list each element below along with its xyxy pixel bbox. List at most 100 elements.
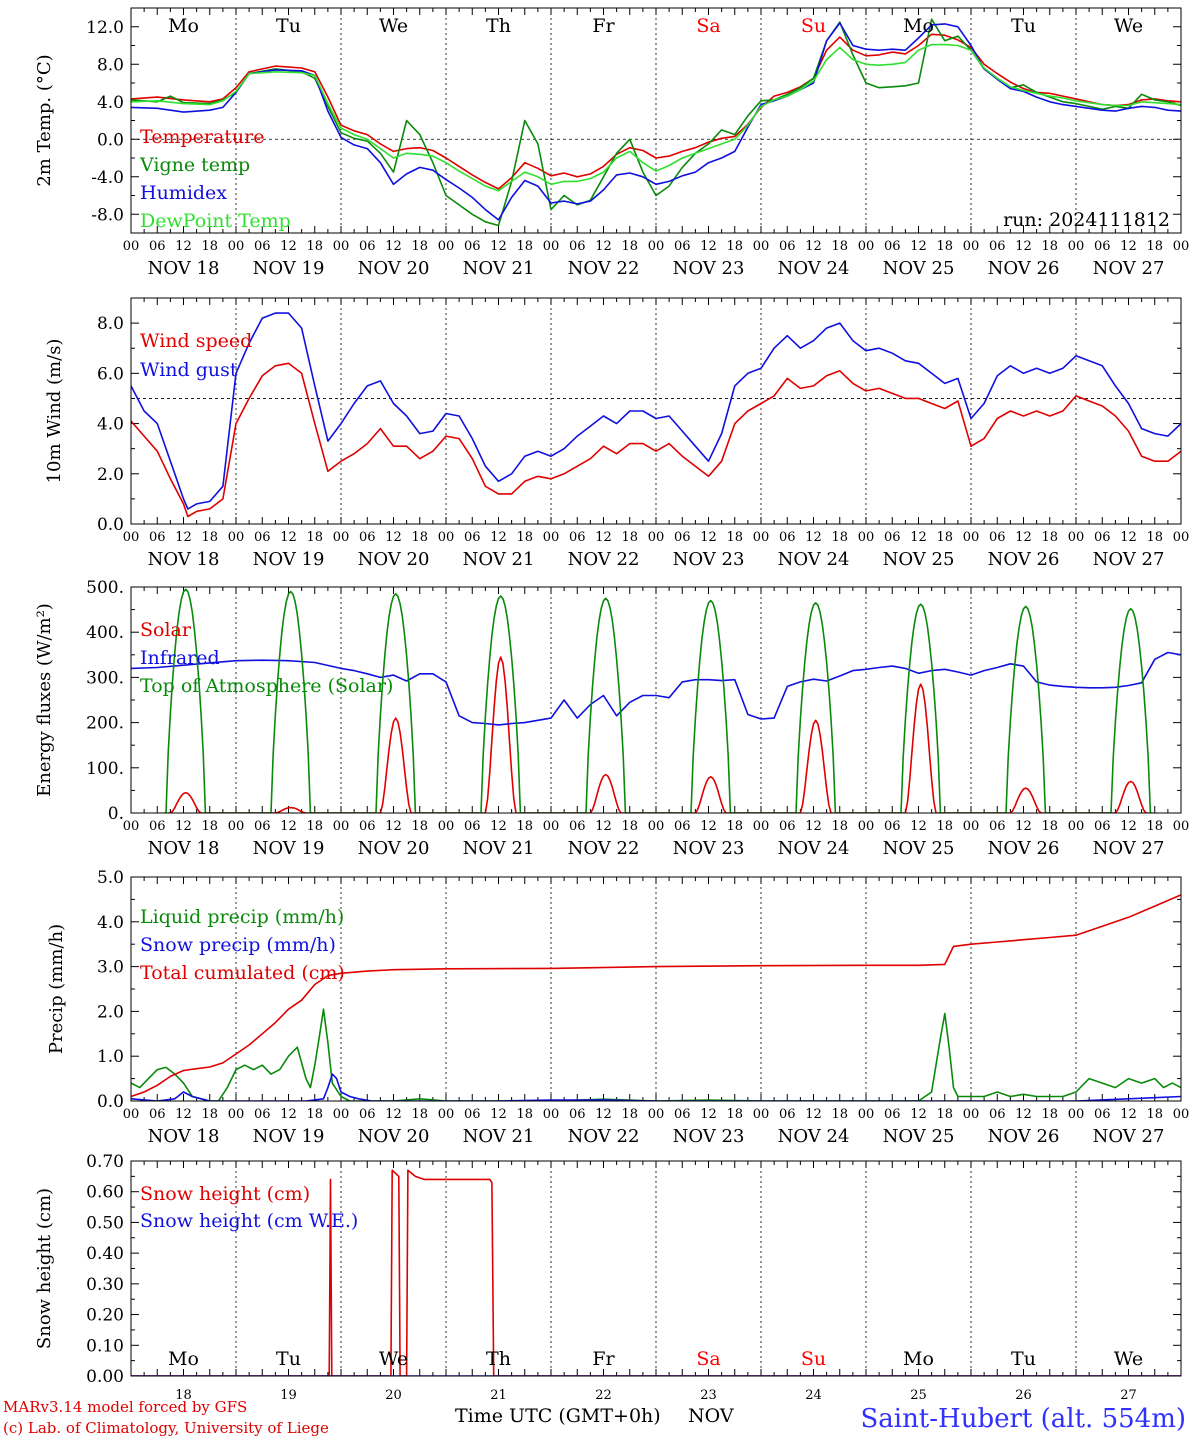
- series-line: [131, 22, 1181, 221]
- hour-label: 06: [989, 819, 1006, 834]
- chart-panel-4: 5.0 4.0 3.0 2.0 1.0 0.0 Precip (mm/h) Liquid pr…: [46, 868, 1189, 1147]
- y-tick-label: 2.0: [97, 465, 124, 485]
- hour-label: 18: [726, 530, 743, 545]
- legend-entry: Infrared: [140, 647, 220, 669]
- series-line: [131, 362, 1181, 518]
- day-name: Su: [801, 1348, 826, 1370]
- hour-label: 12: [1120, 530, 1137, 545]
- hour-label: 18: [306, 819, 323, 834]
- date-label: NOV 24: [778, 549, 850, 570]
- hour-label: 12: [175, 1107, 192, 1122]
- y-tick-label: 1.0: [97, 1047, 124, 1067]
- hour-label: 12: [280, 1107, 297, 1122]
- hour-label: 18: [1041, 819, 1058, 834]
- date-label: NOV 25: [883, 258, 955, 279]
- hour-label: 18: [726, 239, 743, 254]
- hour-label: 12: [175, 239, 192, 254]
- hour-label: 00: [963, 239, 980, 254]
- day-number: 21: [490, 1388, 507, 1403]
- hour-label: 12: [700, 239, 717, 254]
- date-label: NOV 24: [778, 1126, 850, 1147]
- legend-entry: DewPoint Temp: [140, 210, 291, 232]
- hour-label: 12: [1120, 239, 1137, 254]
- day-name: Th: [486, 1348, 511, 1370]
- hour-label: 00: [858, 530, 875, 545]
- hour-label: 00: [438, 819, 455, 834]
- hour-label: 12: [490, 530, 507, 545]
- date-label: NOV 27: [1093, 258, 1165, 279]
- hour-label: 06: [674, 1107, 691, 1122]
- chart-panel-1: 12.0 8.0 4.0 0.0 -4.0 -8.0 2m Temp. (°C) Temper…: [34, 7, 1189, 279]
- hour-label: 06: [464, 530, 481, 545]
- hour-label: 06: [989, 530, 1006, 545]
- hour-label: 00: [753, 1107, 770, 1122]
- legend-entry: Wind gust: [140, 359, 238, 381]
- hour-label: 12: [1015, 239, 1032, 254]
- date-label: NOV 18: [148, 549, 220, 570]
- hour-label: 06: [464, 1107, 481, 1122]
- hour-label: 18: [1041, 530, 1058, 545]
- hour-label: 12: [805, 1107, 822, 1122]
- hour-label: 18: [201, 1107, 218, 1122]
- y-tick-label: 0.70: [86, 1152, 124, 1172]
- date-label: NOV 22: [568, 1126, 640, 1147]
- y-tick-label: 0.60: [86, 1183, 124, 1203]
- hour-label: 18: [1041, 1107, 1058, 1122]
- y-tick-label: 0.0: [97, 515, 124, 535]
- day-name: Tu: [1011, 15, 1036, 37]
- hour-label: 00: [1173, 819, 1190, 834]
- date-label: NOV 23: [673, 549, 745, 570]
- hour-label: 00: [648, 239, 665, 254]
- hour-label: 18: [306, 239, 323, 254]
- hour-label: 18: [516, 1107, 533, 1122]
- date-label: NOV 26: [988, 258, 1060, 279]
- hour-label: 12: [1015, 530, 1032, 545]
- date-label: NOV 18: [148, 1126, 220, 1147]
- series-line: [131, 312, 1181, 510]
- y-tick-label: 12.0: [86, 18, 124, 38]
- hour-label: 12: [490, 239, 507, 254]
- hour-label: 12: [595, 819, 612, 834]
- hour-label: 12: [385, 530, 402, 545]
- hour-label: 06: [1094, 819, 1111, 834]
- series-line: [131, 1169, 1181, 1376]
- y-tick-label: 100.: [86, 759, 124, 779]
- date-label: NOV 23: [673, 258, 745, 279]
- hour-label: 18: [411, 239, 428, 254]
- hour-label: 18: [831, 1107, 848, 1122]
- plot-frame: [130, 876, 1182, 1102]
- hour-label: 18: [1146, 1107, 1163, 1122]
- y-tick-label: 0.00: [86, 1367, 124, 1387]
- day-name: Th: [486, 15, 511, 37]
- y-tick-label: 300.: [86, 668, 124, 688]
- plot-frame: [130, 1160, 1182, 1377]
- day-name: Mo: [903, 1348, 934, 1370]
- legend-entry: Snow height (cm): [140, 1183, 310, 1205]
- hour-label: 12: [490, 819, 507, 834]
- date-label: NOV 27: [1093, 1126, 1165, 1147]
- hour-label: 18: [516, 530, 533, 545]
- y-tick-label: 500.: [86, 578, 124, 598]
- y-tick-label: -8.0: [91, 205, 124, 225]
- date-label: NOV 20: [358, 549, 430, 570]
- hour-label: 18: [1041, 239, 1058, 254]
- hour-label: 12: [1015, 1107, 1032, 1122]
- y-tick-label: 0.: [108, 804, 124, 824]
- run-label: run: 2024111812: [1003, 209, 1170, 231]
- day-name: Tu: [1011, 1348, 1036, 1370]
- hour-label: 00: [228, 239, 245, 254]
- hour-label: 06: [359, 239, 376, 254]
- hour-label: 00: [858, 1107, 875, 1122]
- legend-entry: Snow precip (mm/h): [140, 934, 336, 956]
- hour-label: 06: [989, 1107, 1006, 1122]
- hour-label: 18: [831, 530, 848, 545]
- hour-label: 06: [464, 819, 481, 834]
- hour-label: 00: [228, 819, 245, 834]
- hour-label: 12: [175, 530, 192, 545]
- day-number: 20: [385, 1388, 402, 1403]
- hour-label: 06: [779, 819, 796, 834]
- y-tick-label: 0.0: [97, 1092, 124, 1112]
- legend-entry: Temperature: [140, 126, 264, 148]
- hour-label: 06: [674, 819, 691, 834]
- hour-label: 18: [1146, 239, 1163, 254]
